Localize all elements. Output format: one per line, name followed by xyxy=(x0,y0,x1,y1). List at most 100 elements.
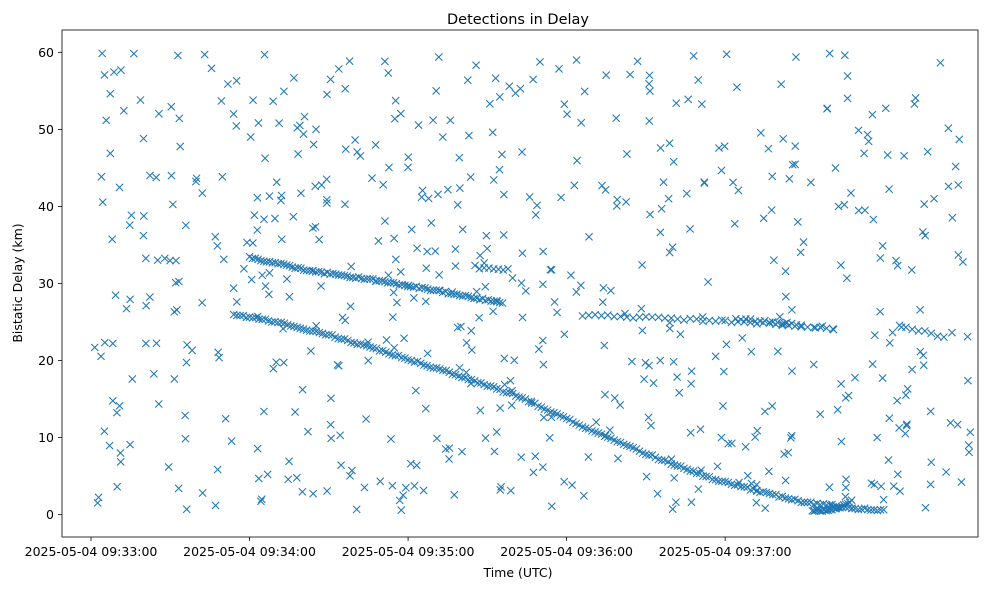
data-point xyxy=(419,486,428,495)
data-point xyxy=(141,339,150,348)
data-point xyxy=(791,142,800,151)
data-point xyxy=(694,76,703,84)
data-point xyxy=(424,194,433,203)
data-point xyxy=(705,316,714,325)
data-point xyxy=(254,474,263,483)
data-point xyxy=(508,386,517,395)
data-point xyxy=(482,231,491,240)
data-point xyxy=(729,178,738,187)
data-point xyxy=(873,433,882,442)
y-tick-label: 60 xyxy=(38,45,54,60)
data-point xyxy=(761,504,770,513)
data-point xyxy=(253,444,262,453)
data-point xyxy=(456,322,465,331)
data-point xyxy=(386,435,395,443)
data-point xyxy=(560,330,569,339)
data-point xyxy=(867,479,876,488)
data-point xyxy=(919,351,928,360)
data-point xyxy=(825,483,834,492)
data-point xyxy=(475,264,484,273)
data-point xyxy=(374,237,383,245)
data-point xyxy=(367,174,376,183)
data-point xyxy=(311,222,320,231)
data-point xyxy=(382,336,391,344)
data-point xyxy=(223,80,232,89)
data-point xyxy=(322,195,331,204)
data-point xyxy=(100,70,109,79)
data-point xyxy=(622,150,631,159)
data-point xyxy=(510,356,519,365)
data-point xyxy=(227,437,236,446)
data-point xyxy=(176,142,185,151)
data-point xyxy=(779,134,788,143)
data-point xyxy=(854,505,863,514)
data-point xyxy=(269,364,278,373)
data-point xyxy=(901,391,910,400)
data-point xyxy=(438,366,447,375)
data-point xyxy=(692,315,701,324)
y-tick-label: 10 xyxy=(38,430,54,445)
data-point xyxy=(669,357,678,366)
data-point xyxy=(218,172,227,181)
data-point xyxy=(747,347,756,356)
data-point xyxy=(341,200,349,209)
data-point xyxy=(221,414,230,423)
data-point xyxy=(341,145,350,154)
data-point xyxy=(502,388,511,397)
data-point xyxy=(908,365,917,374)
data-point xyxy=(893,396,902,405)
data-point xyxy=(390,114,399,123)
data-point xyxy=(953,420,962,429)
data-point xyxy=(171,278,180,287)
data-point xyxy=(550,297,559,306)
data-point xyxy=(676,330,685,339)
data-point xyxy=(294,263,303,272)
data-point xyxy=(353,340,362,349)
data-point xyxy=(472,287,481,296)
data-point xyxy=(727,439,736,448)
data-point xyxy=(100,427,109,436)
data-point xyxy=(825,49,834,58)
data-point xyxy=(413,244,422,253)
data-point xyxy=(730,481,739,490)
data-point xyxy=(105,441,114,450)
data-point xyxy=(145,293,154,302)
data-point xyxy=(806,178,815,187)
data-point xyxy=(334,64,343,73)
data-point xyxy=(878,241,887,250)
data-point xyxy=(656,228,665,237)
data-point xyxy=(245,313,254,322)
data-point xyxy=(309,140,318,149)
data-point xyxy=(232,311,241,320)
data-point xyxy=(553,308,562,317)
data-point xyxy=(889,482,898,491)
data-point xyxy=(182,358,191,367)
data-point xyxy=(259,407,268,416)
data-point xyxy=(602,71,611,80)
data-point xyxy=(896,487,904,496)
data-point xyxy=(788,367,796,376)
data-point xyxy=(315,235,324,244)
data-point xyxy=(391,351,400,360)
data-point xyxy=(767,206,776,215)
data-point xyxy=(125,221,134,230)
data-point xyxy=(461,291,470,300)
data-point xyxy=(867,506,875,514)
data-point xyxy=(399,491,408,500)
data-point xyxy=(781,476,790,485)
data-point xyxy=(641,312,650,321)
data-point xyxy=(840,200,849,209)
data-point xyxy=(704,277,713,286)
data-point xyxy=(464,375,473,384)
data-point xyxy=(842,475,850,484)
data-point xyxy=(127,211,136,220)
data-point xyxy=(669,157,678,166)
data-point xyxy=(670,473,679,482)
data-point xyxy=(463,76,472,85)
data-point xyxy=(534,345,543,354)
data-point xyxy=(527,398,536,407)
data-point xyxy=(276,259,285,268)
data-point xyxy=(720,142,729,151)
data-point xyxy=(791,160,800,169)
data-point xyxy=(293,123,302,132)
